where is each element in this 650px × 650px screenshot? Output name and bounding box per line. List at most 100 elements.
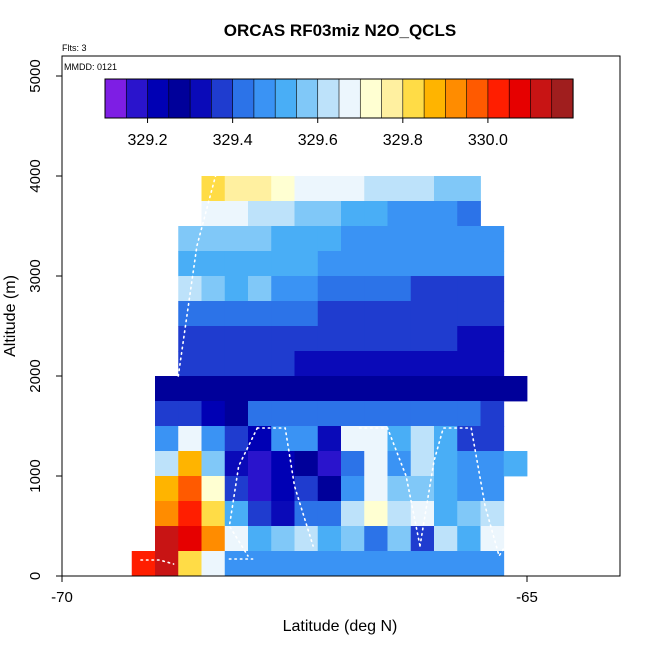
- heatmap-cell: [271, 426, 295, 452]
- heatmap-cell: [434, 551, 458, 577]
- heatmap-cell: [201, 476, 226, 502]
- colorbar-tick-label: 330.0: [468, 132, 508, 149]
- heatmap-cell: [201, 276, 226, 302]
- y-axis-label: Altitude (m): [2, 275, 19, 357]
- heatmap-cell: [317, 301, 342, 327]
- heatmap-cell: [503, 376, 528, 402]
- heatmap-cell: [294, 301, 319, 327]
- heatmap-cell: [387, 526, 412, 552]
- heatmap-cell: [410, 451, 435, 477]
- heatmap-cell: [271, 451, 295, 477]
- heatmap-cell: [457, 276, 481, 302]
- heatmap-cell: [201, 501, 226, 527]
- heatmap-cell: [457, 301, 481, 327]
- heatmap-cell: [248, 301, 272, 327]
- mmdd-label: MMDD: 0121: [64, 62, 117, 72]
- flight-track-low-level-leg: [140, 559, 175, 565]
- heatmap-cell: [317, 226, 342, 252]
- heatmap-cell: [410, 176, 435, 202]
- heatmap-cell: [178, 501, 202, 527]
- chart-title: ORCAS RF03miz N2O_QCLS: [224, 21, 456, 40]
- heatmap-cell: [317, 276, 342, 302]
- colorbar-swatch: [551, 78, 574, 119]
- heatmap-cell: [480, 526, 505, 552]
- heatmap-cell: [364, 501, 388, 527]
- heatmap-cell: [201, 551, 226, 577]
- heatmap-cell: [341, 201, 365, 227]
- heatmap-cell: [410, 351, 435, 377]
- colorbar-swatch: [296, 78, 319, 119]
- colorbar-swatch: [253, 78, 276, 119]
- heatmap-cell: [364, 426, 388, 452]
- heatmap-cell: [387, 376, 412, 402]
- heatmap-cell: [294, 526, 319, 552]
- heatmap-cell: [224, 426, 249, 452]
- colorbar-swatch: [445, 78, 468, 119]
- heatmap-cell: [341, 376, 365, 402]
- heatmap-cell: [341, 451, 365, 477]
- x-tick-label: -65: [516, 589, 538, 606]
- heatmap-cell: [224, 476, 249, 502]
- heatmap-cell: [410, 526, 435, 552]
- heatmap-cell: [364, 551, 388, 577]
- colorbar-swatch: [147, 78, 170, 119]
- heatmap-cell: [155, 426, 179, 452]
- heatmap-cell: [248, 251, 272, 277]
- heatmap-cell: [248, 451, 272, 477]
- heatmap-cell: [294, 401, 319, 427]
- flight-track-profile-5: [419, 427, 510, 558]
- flight-track-profile-2: [228, 427, 259, 557]
- colorbar-swatch: [104, 78, 127, 119]
- heatmap-cell: [434, 476, 458, 502]
- heatmap-cell: [387, 201, 412, 227]
- heatmap-cell: [178, 426, 202, 452]
- plot-frame: [61, 55, 621, 577]
- heatmap-cell: [341, 251, 365, 277]
- heatmap-cell: [410, 226, 435, 252]
- heatmap-cell: [480, 326, 505, 352]
- colorbar-swatch: [381, 78, 404, 119]
- y-tick-label: 4000: [27, 159, 44, 192]
- heatmap-cell: [201, 176, 226, 202]
- heatmap-cell: [364, 201, 388, 227]
- heatmap-cell: [387, 176, 412, 202]
- heatmap-cell: [434, 276, 458, 302]
- heatmap-cell: [248, 326, 272, 352]
- heatmap-cell: [410, 276, 435, 302]
- flight-track-profile-1: [177, 175, 217, 377]
- y-tick-label: 2000: [27, 359, 44, 392]
- heatmap-cell: [341, 501, 365, 527]
- heatmap-cell: [387, 451, 412, 477]
- heatmap-cell: [248, 201, 272, 227]
- colorbar-swatch: [359, 78, 383, 119]
- heatmap-cell: [155, 551, 179, 577]
- heatmap-cell: [387, 501, 412, 527]
- heatmap-cell: [341, 426, 365, 452]
- heatmap-cell: [317, 251, 342, 277]
- heatmap-cell: [201, 226, 226, 252]
- heatmap-cell: [480, 276, 505, 302]
- heatmap-cell: [178, 451, 202, 477]
- heatmap-cell: [457, 426, 481, 452]
- colorbar: 329.2 329.4 329.6 329.8 330.0: [104, 78, 574, 149]
- colorbar-swatch: [125, 78, 149, 119]
- heatmap-cell: [387, 476, 412, 502]
- heatmap-cell: [457, 551, 481, 577]
- heatmap-cell: [178, 476, 202, 502]
- heatmap-cell: [201, 401, 226, 427]
- heatmap-cell: [224, 301, 249, 327]
- heatmap-cell: [271, 276, 295, 302]
- heatmap-cell: [480, 376, 505, 402]
- heatmap-cell: [248, 176, 272, 202]
- colorbar-swatch: [232, 78, 255, 119]
- heatmap-cell: [224, 326, 249, 352]
- heatmap-cell: [341, 351, 365, 377]
- heatmap-cell: [387, 276, 412, 302]
- heatmap-cell: [155, 526, 179, 552]
- heatmap-cell: [224, 276, 249, 302]
- heatmap-cell: [271, 501, 295, 527]
- heatmap-cell: [387, 351, 412, 377]
- colorbar-swatch: [530, 78, 553, 119]
- heatmap-cell: [271, 176, 295, 202]
